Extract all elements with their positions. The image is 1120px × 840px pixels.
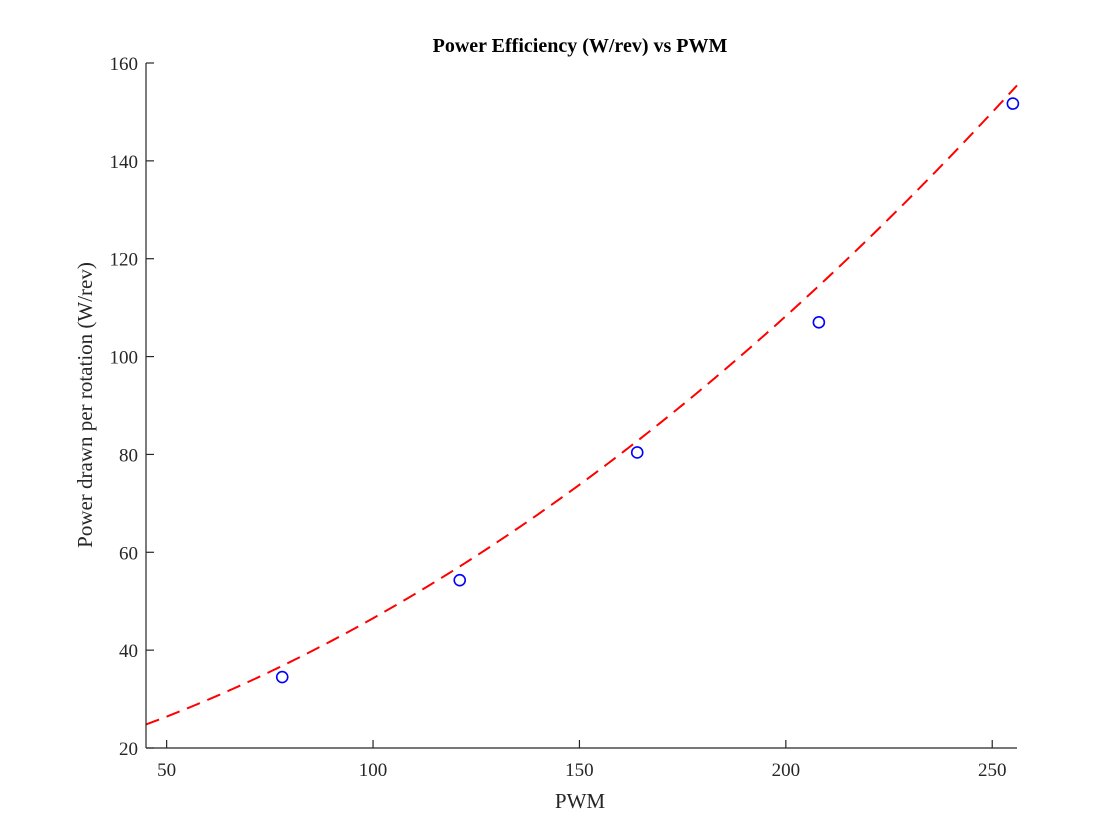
fit-curve-line	[145, 84, 1018, 726]
x-axis-label: PWM	[555, 789, 606, 813]
y-tick-label: 160	[110, 54, 139, 75]
y-tick-label: 40	[119, 641, 138, 662]
data-points-layer	[275, 97, 1020, 684]
x-tick-label: 50	[157, 760, 176, 781]
y-tick-label: 60	[119, 543, 138, 564]
tick-labels: 50 100 150 200 250 20 40 60 80 100 120 140 160	[110, 54, 1007, 781]
chart-title: Power Efficiency (W/rev) vs PWM	[433, 35, 728, 57]
x-tick-label: 200	[772, 760, 801, 781]
data-point	[1006, 97, 1020, 110]
y-tick-label: 140	[110, 152, 139, 173]
data-point	[812, 316, 826, 329]
data-point	[275, 670, 289, 684]
y-tick-label: 20	[119, 739, 138, 760]
data-point	[630, 446, 644, 459]
y-axis-label: Power drawn per rotation (W/rev)	[73, 262, 97, 548]
y-tick-label: 100	[110, 348, 139, 369]
y-tick-label: 80	[119, 445, 138, 466]
x-tick-label: 250	[978, 760, 1007, 781]
axes	[145, 62, 1017, 749]
x-tick-label: 100	[359, 760, 388, 781]
fit-curve-layer	[145, 84, 1018, 726]
x-tick-label: 150	[565, 760, 594, 781]
data-point	[453, 573, 467, 587]
y-tick-label: 120	[110, 250, 139, 271]
